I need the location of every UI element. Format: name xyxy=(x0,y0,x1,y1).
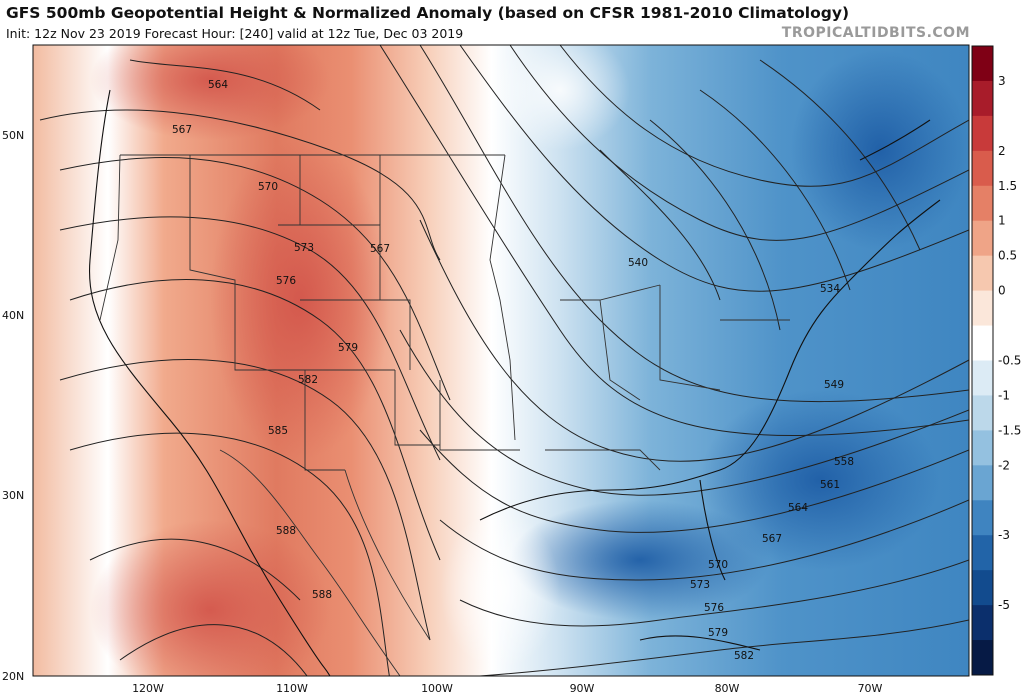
colorbar-segment xyxy=(972,535,993,571)
colorbar-tick-label: 0 xyxy=(998,284,1006,298)
colorbar-tick-label: 0.5 xyxy=(998,249,1017,263)
colorbar-segment xyxy=(972,465,993,501)
lat-label-20n: 20N xyxy=(2,670,24,683)
contour-label: 570 xyxy=(258,181,278,193)
contour-label: 570 xyxy=(708,559,728,571)
colorbar-segment xyxy=(972,395,993,431)
contour-label: 588 xyxy=(276,525,296,537)
colorbar-segment xyxy=(972,570,993,606)
contour-label: 549 xyxy=(824,379,844,391)
colorbar-segment xyxy=(972,360,993,396)
colorbar-segment xyxy=(972,500,993,536)
colorbar-tick-label: -3 xyxy=(998,528,1010,542)
chart-title: GFS 500mb Geopotential Height & Normaliz… xyxy=(6,4,850,22)
colorbar-segment xyxy=(972,46,993,82)
lon-label-90w: 90W xyxy=(570,682,595,695)
colorbar-segment xyxy=(972,640,993,676)
anomaly-field xyxy=(33,45,969,676)
contour-labels: 564 567 570 573 576 567 579 582 585 588 … xyxy=(172,79,854,662)
colorbar-segment xyxy=(972,430,993,466)
contour-label: 579 xyxy=(338,342,358,354)
lon-label-70w: 70W xyxy=(858,682,883,695)
contour-label: 585 xyxy=(268,425,288,437)
lon-label-80w: 80W xyxy=(715,682,740,695)
contour-label: 561 xyxy=(820,479,840,491)
colorbar-tick-label: -1.5 xyxy=(998,423,1021,437)
lon-label-100w: 100W xyxy=(421,682,453,695)
colorbar-segment xyxy=(972,220,993,257)
contour-label: 576 xyxy=(276,275,296,287)
colorbar-tick-label: -1 xyxy=(998,388,1010,402)
contour-label: 540 xyxy=(628,257,648,269)
colorbar-tick-label: -0.5 xyxy=(998,354,1021,368)
colorbar-segment xyxy=(972,255,993,292)
political-borders xyxy=(99,154,790,676)
lon-label-110w: 110W xyxy=(276,682,308,695)
contour-label: 564 xyxy=(788,502,808,514)
colorbar-segment xyxy=(972,80,993,117)
colorbar-segment xyxy=(972,605,993,641)
height-contours xyxy=(39,45,969,676)
colorbar-frame xyxy=(971,45,994,676)
contour-label: 567 xyxy=(370,243,390,255)
colorbar-segment xyxy=(972,115,993,152)
colorbar-tick-label: 1.5 xyxy=(998,179,1017,193)
contour-label: 558 xyxy=(834,456,854,468)
contour-label: 564 xyxy=(208,79,228,91)
contour-label: 588 xyxy=(312,589,332,601)
contour-label: 573 xyxy=(690,579,710,591)
longitude-labels: 120W 110W 100W 90W 80W 70W xyxy=(132,682,882,695)
colorbar-tick-label: 1 xyxy=(998,214,1006,228)
map-frame xyxy=(32,44,970,677)
contour-label: 582 xyxy=(734,650,754,662)
colorbar-segment xyxy=(972,325,993,361)
contour-label: 573 xyxy=(294,242,314,254)
brand-watermark: TROPICALTIDBITS.COM xyxy=(781,25,970,41)
lat-label-40n: 40N xyxy=(2,309,24,322)
contour-label: 576 xyxy=(704,602,724,614)
forecast-info: Init: 12z Nov 23 2019 Forecast Hour: [24… xyxy=(6,26,464,41)
latitude-labels: 50N 40N 30N 20N xyxy=(2,129,24,683)
contour-label: 582 xyxy=(298,374,318,386)
coastlines xyxy=(88,89,941,676)
colorbar-segment xyxy=(972,185,993,222)
colorbar-tick-label: -5 xyxy=(998,598,1010,612)
contour-label: 579 xyxy=(708,627,728,639)
colorbar-tick-label: -2 xyxy=(998,458,1010,472)
colorbar-segment xyxy=(972,150,993,187)
contour-label: 534 xyxy=(820,283,840,295)
colorbar-tick-label: 2 xyxy=(998,144,1006,158)
contour-label: 567 xyxy=(172,124,192,136)
anomaly-colorbar: 3 2 1.5 1 0.5 0 -0.5 -1 -1.5 -2 -3 -5 xyxy=(971,45,1021,676)
colorbar-segment xyxy=(972,290,993,327)
lat-label-50n: 50N xyxy=(2,129,24,142)
lon-label-120w: 120W xyxy=(132,682,164,695)
lat-label-30n: 30N xyxy=(2,489,24,502)
colorbar-tick-label: 3 xyxy=(998,74,1006,88)
contour-label: 567 xyxy=(762,533,782,545)
